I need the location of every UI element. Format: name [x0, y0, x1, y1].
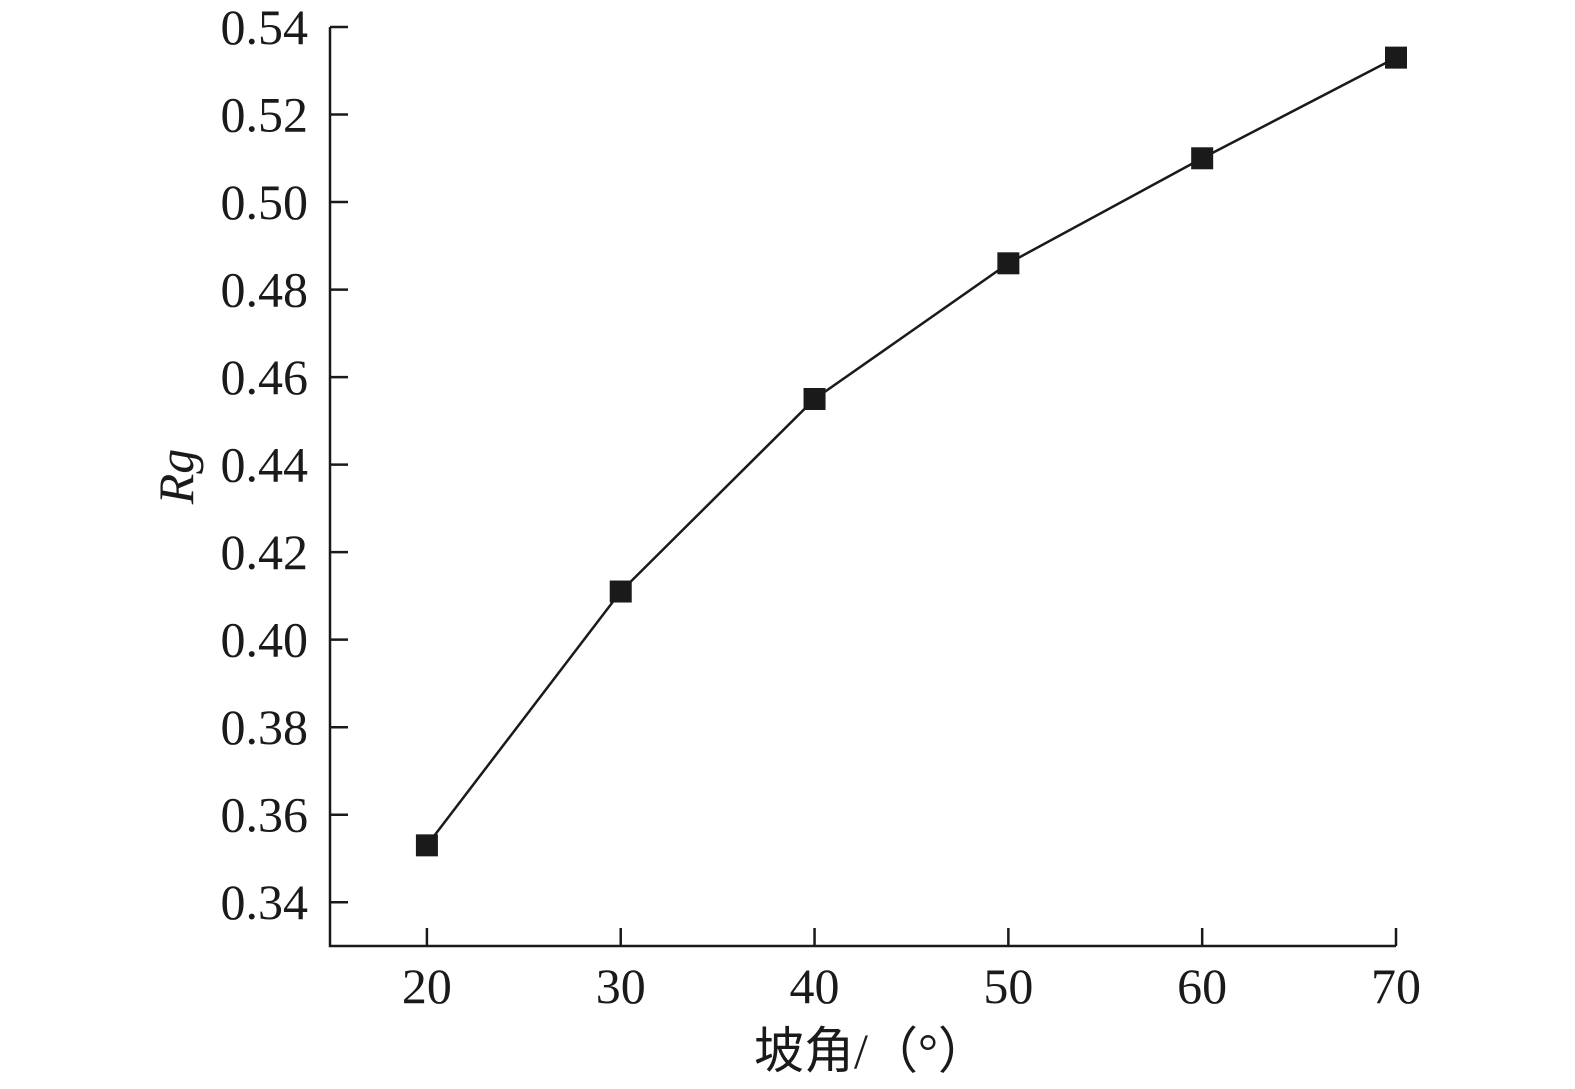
x-tick-label: 30: [596, 958, 646, 1014]
series-line: [425, 56, 1397, 847]
y-tick-label: 0.48: [221, 262, 309, 318]
data-point-marker: [415, 834, 438, 857]
y-axis-title: Rg: [148, 449, 204, 506]
series-group: [415, 46, 1407, 857]
data-point-marker: [1191, 147, 1214, 170]
y-tick-label: 0.40: [221, 612, 309, 668]
axes: [328, 27, 1396, 948]
x-tick-label: 20: [402, 958, 452, 1014]
x-tick-label: 60: [1177, 958, 1227, 1014]
y-axis-ticks: 0.34 0.36 0.38 0.40 0.42 0.44 0.46 0.48 0.50 0.52…: [221, 0, 348, 930]
data-point-marker: [803, 387, 826, 410]
y-tick-label: 0.46: [221, 349, 309, 405]
y-tick-label: 0.42: [221, 524, 309, 580]
y-tick-label: 0.50: [221, 174, 309, 230]
x-axis-ticks: 20 30 40 50 60 70: [402, 928, 1421, 1014]
data-point-marker: [1385, 46, 1407, 69]
axis-frame: [328, 27, 1396, 948]
y-tick-label: 0.52: [221, 87, 309, 143]
data-point-marker: [997, 252, 1020, 275]
y-tick-label: 0.38: [221, 699, 309, 755]
x-axis-title: 坡角/（°）: [754, 1023, 988, 1079]
data-point-marker: [609, 580, 632, 603]
y-tick-label: 0.34: [221, 874, 309, 930]
x-tick-label: 70: [1371, 958, 1421, 1014]
y-tick-label: 0.36: [221, 787, 309, 843]
y-tick-label: 0.54: [221, 0, 309, 55]
x-tick-label: 40: [790, 958, 840, 1014]
x-tick-label: 50: [983, 958, 1033, 1014]
y-tick-label: 0.44: [221, 437, 309, 493]
